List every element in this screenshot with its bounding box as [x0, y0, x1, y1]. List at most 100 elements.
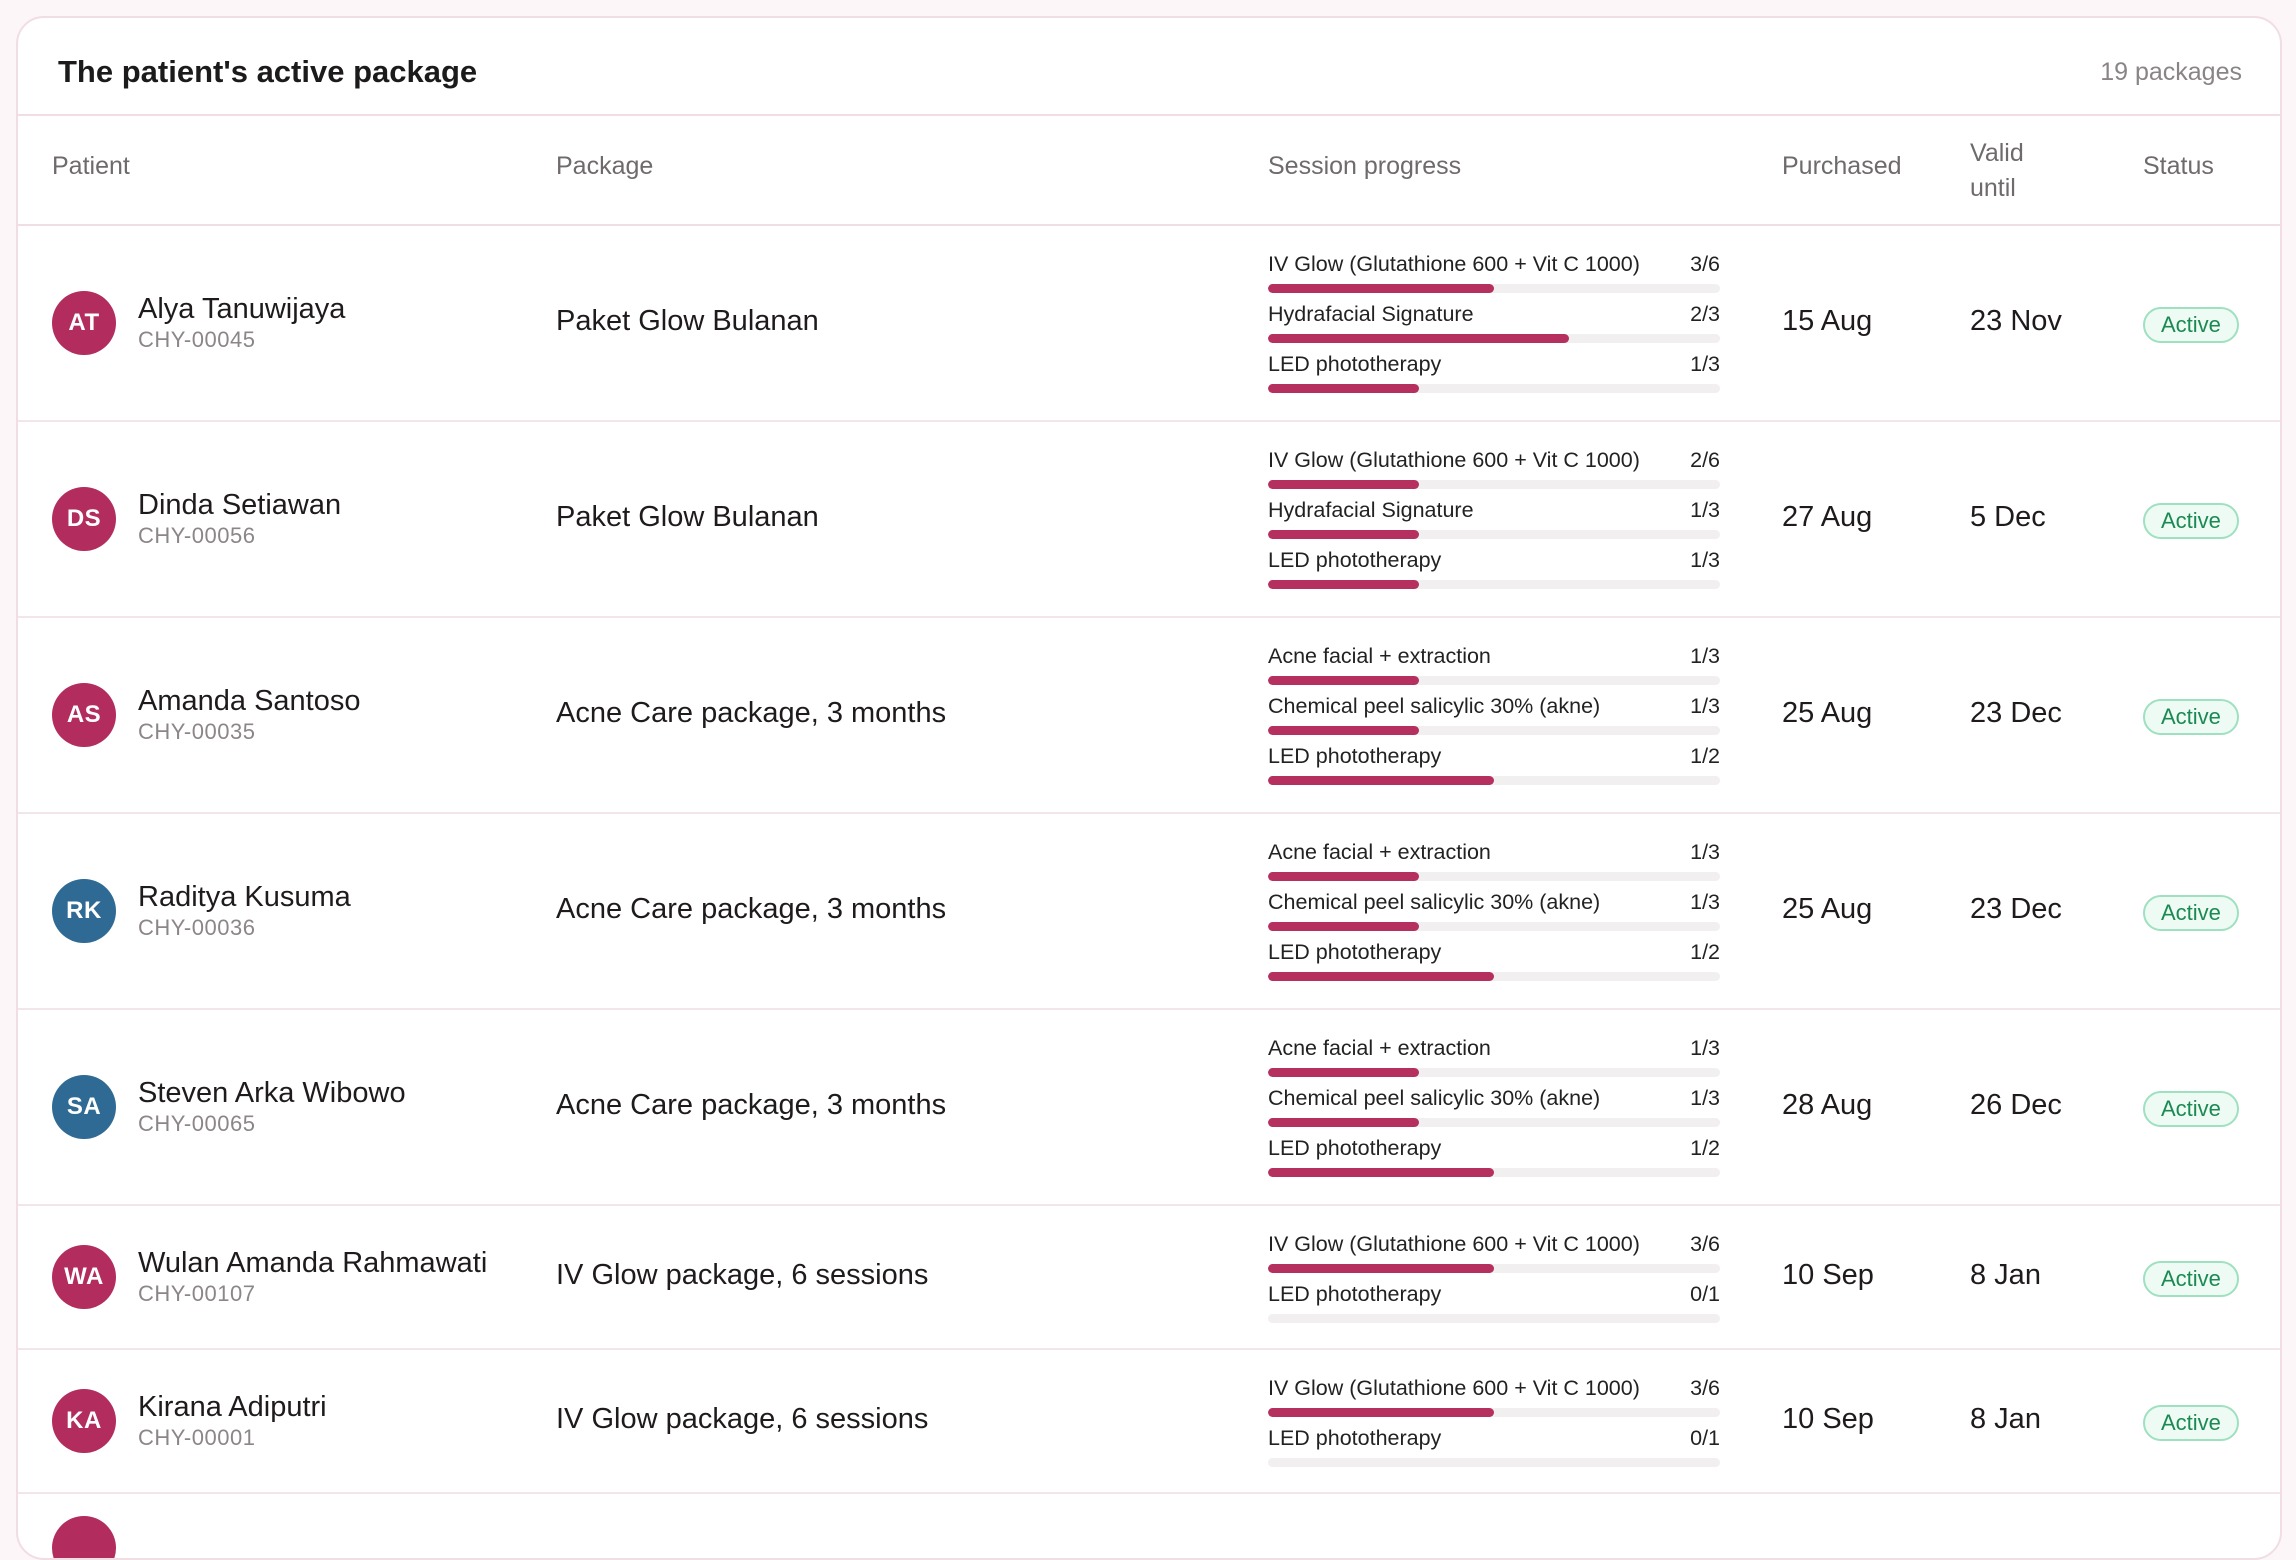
session-progress-fill	[1268, 384, 1419, 393]
valid-until-date: 23 Dec	[1970, 893, 2062, 925]
session-item: Acne facial + extraction 1/3	[1268, 644, 1720, 694]
active-packages-card: The patient's active package 19 packages…	[16, 16, 2282, 1560]
session-count: 0/1	[1690, 1282, 1720, 1306]
column-header-status[interactable]: Status	[2143, 152, 2214, 180]
valid-until-date: 8 Jan	[1970, 1259, 2041, 1291]
session-name: LED phototherapy	[1268, 744, 1442, 768]
avatar: AS	[52, 683, 116, 747]
session-count: 1/3	[1690, 498, 1720, 522]
session-item: IV Glow (Glutathione 600 + Vit C 1000) 3/…	[1268, 1232, 1720, 1282]
avatar: KA	[52, 1389, 116, 1453]
table-row[interactable]: SA Steven Arka Wibowo CHY-00065 Acne Care p…	[18, 1010, 2280, 1206]
patient-name[interactable]: Amanda Santoso	[138, 685, 361, 717]
session-progress-bar	[1268, 1068, 1720, 1077]
column-header-purchased[interactable]: Purchased	[1782, 152, 1902, 180]
session-progress: Acne facial + extraction 1/3 Chemical peel…	[1268, 840, 1720, 990]
session-name: IV Glow (Glutathione 600 + Vit C 1000)	[1268, 1232, 1640, 1256]
session-name: LED phototherapy	[1268, 940, 1442, 964]
table-row-partial[interactable]	[18, 1494, 2280, 1558]
session-name: Acne facial + extraction	[1268, 644, 1491, 668]
session-progress-bar	[1268, 384, 1720, 393]
session-progress-bar	[1268, 676, 1720, 685]
session-progress-bar	[1268, 1168, 1720, 1177]
session-progress-bar	[1268, 284, 1720, 293]
session-item: LED phototherapy 0/1	[1268, 1282, 1720, 1332]
column-header-package[interactable]: Package	[556, 152, 654, 180]
session-count: 1/2	[1690, 940, 1720, 964]
column-header-session-progress[interactable]: Session progress	[1268, 152, 1462, 180]
table-body: AT Alya Tanuwijaya CHY-00045 Paket Glow Bul…	[18, 226, 2280, 1494]
purchased-date: 25 Aug	[1782, 697, 1873, 729]
patient-name[interactable]: Kirana Adiputri	[138, 1391, 327, 1423]
session-progress-bar	[1268, 1458, 1720, 1467]
session-count: 2/6	[1690, 448, 1720, 472]
purchased-date: 27 Aug	[1782, 501, 1873, 533]
status-badge: Active	[2143, 503, 2239, 539]
status-badge: Active	[2143, 307, 2239, 343]
session-progress-bar	[1268, 872, 1720, 881]
session-progress: Acne facial + extraction 1/3 Chemical peel…	[1268, 644, 1720, 794]
patient-id: CHY-00001	[138, 1425, 256, 1450]
session-count: 1/2	[1690, 1136, 1720, 1160]
session-count: 3/6	[1690, 1232, 1720, 1256]
valid-until-date: 23 Dec	[1970, 697, 2062, 729]
session-progress-bar	[1268, 776, 1720, 785]
session-progress-fill	[1268, 480, 1419, 489]
patient-name[interactable]: Dinda Setiawan	[138, 489, 342, 521]
session-name: Chemical peel salicylic 30% (akne)	[1268, 694, 1601, 718]
session-item: LED phototherapy 1/2	[1268, 940, 1720, 990]
session-item: Chemical peel salicylic 30% (akne) 1/3	[1268, 694, 1720, 744]
column-header-patient[interactable]: Patient	[52, 152, 130, 180]
avatar: SA	[52, 1075, 116, 1139]
session-progress-fill	[1268, 872, 1419, 881]
session-item: Acne facial + extraction 1/3	[1268, 840, 1720, 890]
session-progress-bar	[1268, 480, 1720, 489]
session-progress-bar	[1268, 1314, 1720, 1323]
session-item: IV Glow (Glutathione 600 + Vit C 1000) 3/…	[1268, 1376, 1720, 1426]
status-badge: Active	[2143, 1261, 2239, 1297]
patient-id: CHY-00056	[138, 523, 256, 548]
session-count: 1/3	[1690, 840, 1720, 864]
session-progress-bar	[1268, 530, 1720, 539]
session-name: Chemical peel salicylic 30% (akne)	[1268, 890, 1601, 914]
package-count: 19 packages	[2100, 58, 2242, 86]
session-progress-bar	[1268, 726, 1720, 735]
session-count: 1/3	[1690, 890, 1720, 914]
session-count: 1/3	[1690, 352, 1720, 376]
session-progress-bar	[1268, 972, 1720, 981]
session-progress-bar	[1268, 922, 1720, 931]
status-badge: Active	[2143, 1405, 2239, 1441]
table-row[interactable]: AT Alya Tanuwijaya CHY-00045 Paket Glow Bul…	[18, 226, 2280, 422]
patient-name[interactable]: Raditya Kusuma	[138, 881, 351, 913]
session-progress-fill	[1268, 530, 1419, 539]
table-row[interactable]: AS Amanda Santoso CHY-00035 Acne Care packa…	[18, 618, 2280, 814]
session-progress-fill	[1268, 972, 1494, 981]
column-header-valid-until[interactable]: Valid until	[1970, 139, 2024, 202]
session-item: Chemical peel salicylic 30% (akne) 1/3	[1268, 1086, 1720, 1136]
valid-until-date: 5 Dec	[1970, 501, 2046, 533]
card-header: The patient's active package 19 packages	[18, 18, 2280, 116]
patient-name[interactable]: Steven Arka Wibowo	[138, 1077, 406, 1109]
purchased-date: 28 Aug	[1782, 1089, 1873, 1121]
patient-name[interactable]: Alya Tanuwijaya	[138, 293, 346, 325]
table-row[interactable]: KA Kirana Adiputri CHY-00001 IV Glow packag…	[18, 1350, 2280, 1494]
session-progress-bar	[1268, 580, 1720, 589]
session-progress-fill	[1268, 334, 1570, 343]
table-row[interactable]: WA Wulan Amanda Rahmawati CHY-00107 IV Glow…	[18, 1206, 2280, 1350]
session-progress-fill	[1268, 676, 1419, 685]
table-row[interactable]: RK Raditya Kusuma CHY-00036 Acne Care packa…	[18, 814, 2280, 1010]
session-item: LED phototherapy 1/2	[1268, 744, 1720, 794]
session-name: IV Glow (Glutathione 600 + Vit C 1000)	[1268, 1376, 1640, 1400]
avatar: DS	[52, 487, 116, 551]
session-count: 2/3	[1690, 302, 1720, 326]
patient-id: CHY-00107	[138, 1281, 256, 1306]
valid-until-date: 8 Jan	[1970, 1403, 2041, 1435]
patient-name[interactable]: Wulan Amanda Rahmawati	[138, 1247, 488, 1279]
session-count: 1/3	[1690, 1086, 1720, 1110]
session-count: 1/3	[1690, 1036, 1720, 1060]
session-progress-bar	[1268, 1118, 1720, 1127]
table-row[interactable]: DS Dinda Setiawan CHY-00056 Paket Glow Bula…	[18, 422, 2280, 618]
session-name: LED phototherapy	[1268, 1282, 1442, 1306]
session-progress-fill	[1268, 1408, 1494, 1417]
session-name: LED phototherapy	[1268, 1426, 1442, 1450]
